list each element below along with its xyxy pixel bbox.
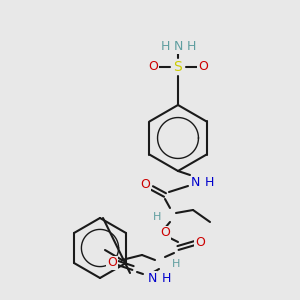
Text: H: H: [172, 259, 180, 269]
Text: S: S: [174, 60, 182, 74]
Text: H: H: [153, 212, 161, 222]
Text: N: N: [190, 176, 200, 190]
Text: O: O: [160, 226, 170, 239]
Text: H: H: [160, 40, 170, 53]
Text: N: N: [173, 40, 183, 53]
Text: H: H: [186, 40, 196, 53]
Text: O: O: [195, 236, 205, 250]
Text: H: H: [161, 272, 171, 284]
Text: O: O: [198, 61, 208, 74]
Text: O: O: [107, 256, 117, 269]
Text: O: O: [148, 61, 158, 74]
Text: O: O: [140, 178, 150, 191]
Text: N: N: [147, 272, 157, 284]
Text: H: H: [204, 176, 214, 190]
